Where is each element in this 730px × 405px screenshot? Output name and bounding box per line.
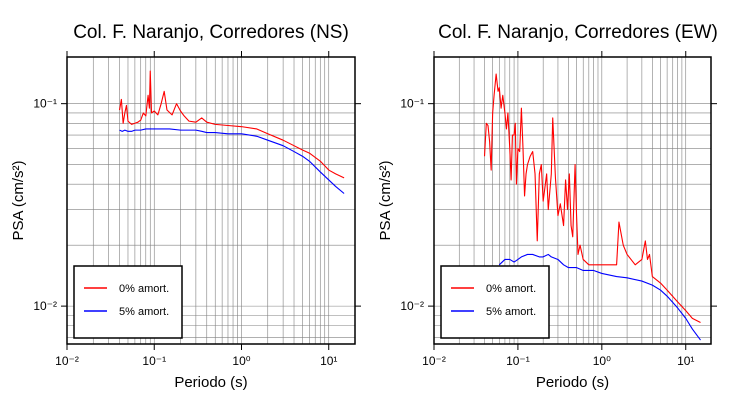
- x-tick-label: 10⁻²: [422, 354, 446, 368]
- series-line-0: [483, 73, 701, 324]
- y-axis-label: PSA (cm/s²): [377, 160, 394, 240]
- series-layer: [118, 70, 345, 194]
- x-axis-label: Periodo (s): [536, 374, 609, 391]
- legend-box: [73, 265, 183, 339]
- x-tick-labels: 10⁻² 10⁻¹ 10⁰ 10¹: [422, 354, 694, 368]
- plot-frame: [66, 56, 356, 345]
- series-layer: [483, 73, 701, 341]
- x-tick-label: 10⁰: [593, 354, 611, 368]
- x-axis-label: Periodo (s): [174, 374, 247, 391]
- axis-ticks: [61, 51, 361, 350]
- x-tick-labels: 10⁻² 10⁻¹ 10⁰ 10¹: [55, 354, 337, 368]
- legend-box: [440, 265, 550, 339]
- legend-label-1: 5% amort.: [486, 306, 536, 318]
- legend: 0% amort. 5% amort.: [73, 265, 183, 339]
- chart-panel-ew: Col. F. Naranjo, Corredores (EW) 10⁻² 10…: [377, 22, 718, 391]
- x-tick-label: 10¹: [677, 354, 694, 368]
- y-tick-label: 10⁻¹: [400, 97, 424, 111]
- y-tick-labels: 10⁻² 10⁻¹: [400, 97, 424, 313]
- x-tick-label: 10⁻²: [55, 354, 79, 368]
- legend-label-1: 5% amort.: [119, 306, 169, 318]
- x-tick-label: 10¹: [320, 354, 337, 368]
- x-tick-label: 10⁻¹: [506, 354, 530, 368]
- chart-panel-ns: Col. F. Naranjo, Corredores (NS) 10⁻² 10…: [10, 22, 361, 391]
- x-tick-label: 10⁻¹: [142, 354, 166, 368]
- y-tick-label: 10⁻¹: [33, 97, 57, 111]
- legend-label-0: 0% amort.: [119, 283, 169, 295]
- axis-ticks: [428, 51, 717, 350]
- series-line-1: [119, 128, 345, 194]
- y-tick-label: 10⁻²: [400, 299, 424, 313]
- series-line-1: [498, 253, 701, 341]
- y-axis-label: PSA (cm/s²): [10, 160, 27, 240]
- chart-title: Col. F. Naranjo, Corredores (EW): [438, 22, 718, 43]
- plot-frame: [433, 56, 712, 345]
- legend-label-0: 0% amort.: [486, 283, 536, 295]
- series-line-0: [118, 70, 345, 179]
- chart-title: Col. F. Naranjo, Corredores (NS): [73, 22, 349, 43]
- x-tick-label: 10⁰: [232, 354, 250, 368]
- y-tick-labels: 10⁻² 10⁻¹: [33, 97, 57, 313]
- grid: [67, 57, 355, 344]
- legend: 0% amort. 5% amort.: [440, 265, 550, 339]
- y-tick-label: 10⁻²: [33, 299, 57, 313]
